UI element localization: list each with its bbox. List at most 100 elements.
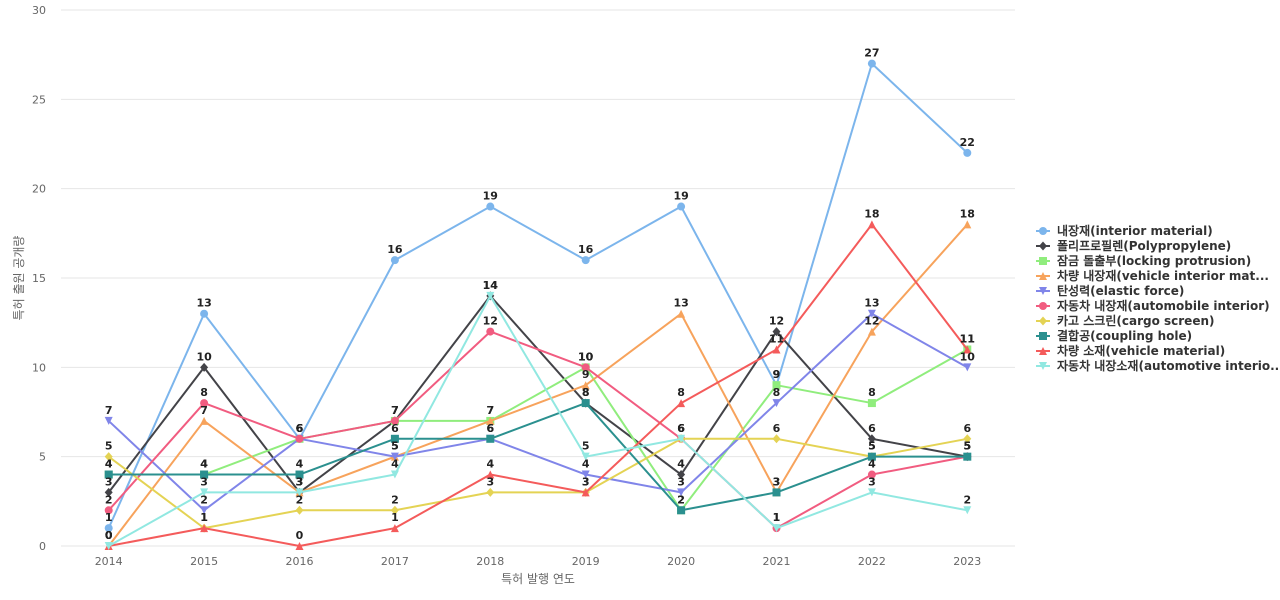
- data-point[interactable]: [104, 506, 113, 515]
- y-tick-label: 20: [32, 183, 46, 196]
- data-point[interactable]: [772, 381, 781, 390]
- legend-item[interactable]: 내장재(interior material): [1036, 223, 1213, 238]
- data-point[interactable]: [390, 416, 399, 425]
- data-point[interactable]: [963, 452, 972, 461]
- legend-symbol: [1039, 272, 1047, 280]
- data-point[interactable]: [867, 470, 876, 479]
- data-point[interactable]: [104, 470, 113, 479]
- data-point[interactable]: [486, 327, 495, 336]
- data-point[interactable]: [581, 470, 590, 479]
- data-point[interactable]: [104, 524, 113, 533]
- data-point[interactable]: [200, 506, 209, 515]
- data-point[interactable]: [200, 309, 209, 318]
- legend-item[interactable]: 자동차 내장소재(automotive interio...: [1036, 358, 1280, 373]
- data-point[interactable]: [867, 220, 876, 229]
- data-point[interactable]: [390, 470, 399, 479]
- data-point[interactable]: [295, 434, 304, 443]
- data-point[interactable]: [963, 345, 972, 354]
- data-point[interactable]: [867, 327, 876, 336]
- data-point[interactable]: [867, 309, 876, 318]
- data-point[interactable]: [772, 434, 781, 444]
- data-point[interactable]: [200, 399, 209, 408]
- legend-item[interactable]: 자동차 내장재(automobile interior): [1036, 298, 1270, 313]
- data-label: 6: [963, 422, 971, 435]
- data-point[interactable]: [772, 524, 781, 533]
- legend-item[interactable]: 카고 스크린(cargo screen): [1036, 313, 1214, 328]
- data-label: 18: [864, 207, 879, 220]
- data-point[interactable]: [867, 399, 876, 408]
- data-point[interactable]: [390, 505, 399, 515]
- legend-item[interactable]: 차량 소재(vehicle material): [1036, 343, 1225, 358]
- legend-symbol: [1039, 302, 1047, 310]
- data-label: 4: [677, 458, 685, 471]
- data-point[interactable]: [390, 256, 399, 265]
- data-point[interactable]: [104, 452, 113, 462]
- legend-item[interactable]: 폴리프로필렌(Polypropylene): [1036, 238, 1231, 253]
- data-point[interactable]: [200, 362, 209, 372]
- data-point[interactable]: [104, 542, 113, 550]
- data-label: 3: [296, 475, 304, 488]
- data-point[interactable]: [581, 488, 590, 497]
- data-point[interactable]: [390, 524, 399, 533]
- data-point[interactable]: [677, 309, 686, 318]
- data-point[interactable]: [867, 434, 876, 444]
- data-point[interactable]: [295, 470, 304, 479]
- data-point[interactable]: [200, 488, 209, 497]
- data-point[interactable]: [581, 363, 590, 372]
- data-point[interactable]: [295, 505, 304, 515]
- data-point[interactable]: [963, 148, 972, 157]
- data-point[interactable]: [867, 488, 876, 497]
- data-point[interactable]: [677, 470, 686, 480]
- legend-item[interactable]: 차량 내장재(vehicle interior mat...: [1036, 268, 1269, 283]
- legend-item[interactable]: 결합공(coupling hole): [1036, 328, 1192, 343]
- data-point[interactable]: [772, 399, 781, 408]
- data-point[interactable]: [200, 470, 209, 479]
- data-label: 5: [582, 440, 590, 453]
- data-point[interactable]: [677, 506, 686, 515]
- data-point[interactable]: [200, 524, 209, 533]
- data-point[interactable]: [581, 399, 590, 408]
- data-point[interactable]: [486, 291, 495, 300]
- legend-item[interactable]: 잠금 돌출부(locking protrusion): [1036, 253, 1251, 268]
- data-point[interactable]: [581, 452, 590, 461]
- data-point[interactable]: [295, 488, 304, 497]
- data-point[interactable]: [486, 416, 495, 425]
- data-point[interactable]: [963, 220, 972, 229]
- data-point[interactable]: [104, 487, 113, 497]
- data-point[interactable]: [772, 345, 781, 354]
- data-point[interactable]: [963, 506, 972, 515]
- data-point[interactable]: [390, 452, 399, 461]
- data-point[interactable]: [867, 59, 876, 68]
- data-label: 10: [578, 350, 594, 363]
- data-point[interactable]: [677, 488, 686, 497]
- data-point[interactable]: [963, 434, 972, 444]
- data-point[interactable]: [486, 202, 495, 211]
- data-label: 0: [105, 529, 113, 542]
- legend-item[interactable]: 탄성력(elastic force): [1036, 283, 1184, 298]
- data-point[interactable]: [104, 416, 113, 425]
- data-label: 1: [200, 511, 208, 524]
- data-point[interactable]: [486, 487, 495, 497]
- data-point[interactable]: [772, 488, 781, 497]
- data-point[interactable]: [581, 256, 590, 265]
- data-point[interactable]: [772, 327, 781, 337]
- x-tick-label: 2016: [286, 555, 314, 568]
- legend-symbol: [1039, 257, 1047, 265]
- data-point[interactable]: [677, 399, 686, 408]
- data-point[interactable]: [486, 434, 495, 443]
- series-line: [107, 437, 969, 530]
- data-point[interactable]: [295, 542, 304, 550]
- data-point[interactable]: [963, 363, 972, 372]
- data-point[interactable]: [867, 452, 876, 461]
- y-tick-label: 10: [32, 361, 46, 374]
- data-label: 12: [483, 315, 498, 328]
- data-point[interactable]: [581, 381, 590, 390]
- data-point[interactable]: [200, 416, 209, 425]
- data-point[interactable]: [677, 202, 686, 211]
- legend-symbol: [1039, 241, 1047, 251]
- data-point[interactable]: [677, 434, 686, 443]
- series-line: [107, 402, 969, 512]
- data-label: 11: [769, 332, 784, 345]
- data-point[interactable]: [486, 470, 495, 479]
- data-point[interactable]: [390, 434, 399, 443]
